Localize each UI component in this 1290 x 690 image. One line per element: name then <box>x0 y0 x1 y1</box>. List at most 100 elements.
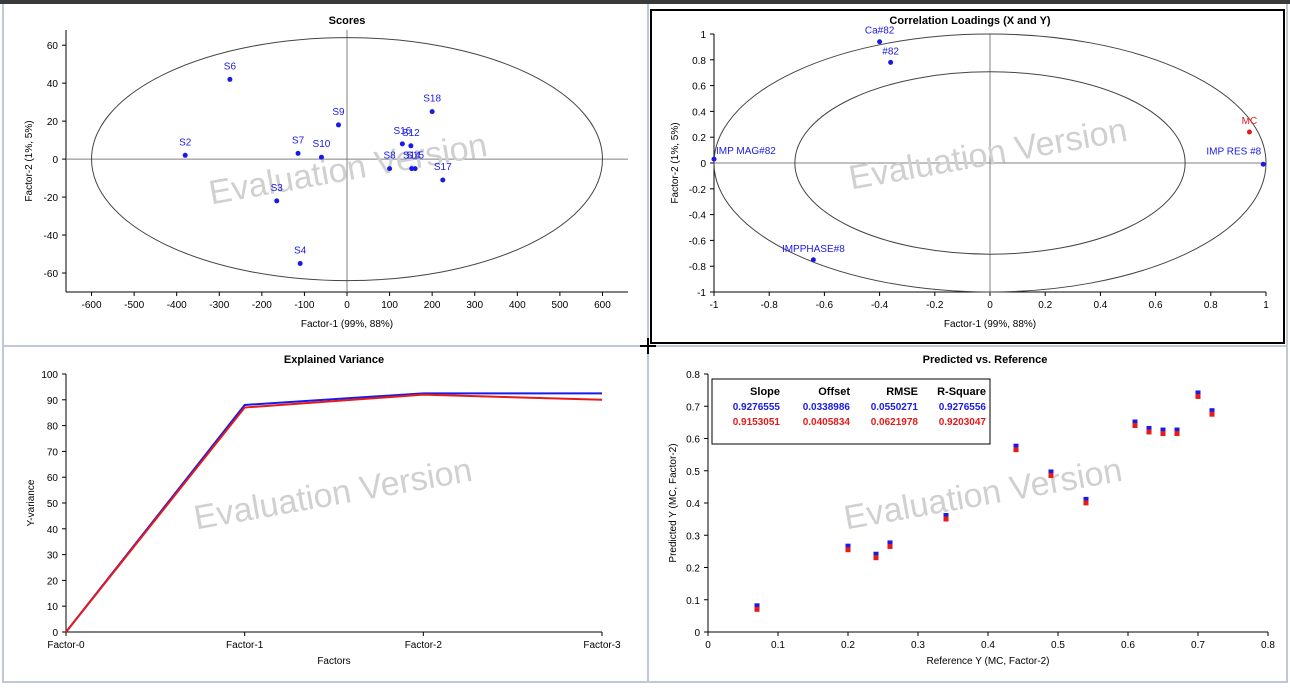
loading-point <box>888 59 894 65</box>
y-tick-label: 0.1 <box>686 596 700 607</box>
score-point-label: S14 <box>403 151 421 162</box>
y-tick-label: -0.2 <box>689 185 707 196</box>
x-tick-label: Factor-0 <box>47 640 85 651</box>
active-panel-border <box>650 9 1285 344</box>
correlation-circle <box>713 33 1267 293</box>
scores-chart: Scores-600 -500 -400 -300 -200 -100 0 100 200 300… <box>24 15 628 330</box>
predicted-point-calibration <box>1146 425 1152 431</box>
score-point <box>274 198 280 204</box>
x-axis-label: Reference Y (MC, Factor-2) <box>926 656 1049 667</box>
predicted-point-validation <box>1174 431 1180 437</box>
predicted-point-calibration <box>1048 469 1054 475</box>
x-tick-label: 400 <box>509 300 526 311</box>
score-point-label: S12 <box>402 128 420 139</box>
predicted-point-calibration <box>887 540 893 546</box>
y-tick-label: 80 <box>47 422 59 433</box>
watermark: Evaluation Version <box>846 111 1130 197</box>
predicted-point-validation <box>943 516 949 522</box>
score-point <box>335 122 341 128</box>
y-tick-label: 0 <box>52 155 58 166</box>
predicted-point-validation <box>1209 411 1215 417</box>
score-point <box>408 143 414 149</box>
watermark: Evaluation Version <box>841 451 1125 537</box>
x-tick-label: Factor-3 <box>583 640 621 651</box>
predicted-point-calibration <box>1013 443 1019 449</box>
predicted-point-calibration <box>1209 408 1215 414</box>
score-point <box>387 166 393 172</box>
x-tick-label: Factor-1 <box>226 640 264 651</box>
chart-title: Predicted vs. Reference <box>923 354 1048 366</box>
y-tick-label: 10 <box>47 602 59 613</box>
score-point-label: S17 <box>434 162 452 173</box>
stats-value: 0.9153051 <box>733 417 781 428</box>
x-tick-label: 200 <box>424 300 441 311</box>
score-point <box>182 152 188 158</box>
x-tick-label: 0.4 <box>1093 300 1107 311</box>
stats-value: 0.0405834 <box>803 417 851 428</box>
loading-point-label: #82 <box>882 46 899 57</box>
score-point-label: S18 <box>423 94 441 105</box>
y-tick-label: -20 <box>44 193 59 204</box>
y-tick-label: 50 <box>47 499 59 510</box>
stats-value: 0.9276556 <box>939 402 987 413</box>
top-bar <box>0 0 1290 4</box>
score-point <box>412 166 418 172</box>
loading-point-label: Ca#82 <box>865 26 895 37</box>
x-tick-label: 0.2 <box>841 640 855 651</box>
x-tick-label: -500 <box>124 300 144 311</box>
y-tick-label: 60 <box>47 473 59 484</box>
loading-point <box>711 156 717 162</box>
predicted-point-calibration <box>1174 427 1180 433</box>
predicted-point-validation <box>1146 429 1152 435</box>
loading-point-label: MC <box>1242 116 1258 127</box>
score-point-label: S15 <box>406 151 424 162</box>
predicted-point-validation <box>1195 393 1201 399</box>
loading-point-label: IMP MAG#82 <box>716 146 776 157</box>
score-point-label: S9 <box>332 107 345 118</box>
score-point <box>399 141 405 147</box>
y-tick-label: 0.5 <box>686 467 700 478</box>
y-tick-label: 40 <box>47 79 59 90</box>
loading-point <box>1260 161 1266 167</box>
stats-value: 0.0621978 <box>871 417 919 428</box>
y-tick-label: 0.6 <box>686 435 700 446</box>
chart-title: Explained Variance <box>284 354 384 366</box>
score-point-label: S2 <box>179 137 192 148</box>
y-tick-label: 0.2 <box>692 133 706 144</box>
y-tick-label: 0.4 <box>686 499 700 510</box>
y-axis-label: Factor-2 (1%, 5%) <box>670 122 681 203</box>
score-point-label: S16 <box>393 126 411 137</box>
y-tick-label: 70 <box>47 447 59 458</box>
x-tick-label: 0.4 <box>981 640 995 651</box>
stats-header: Slope <box>750 386 780 398</box>
score-point <box>318 154 324 160</box>
score-point <box>440 177 446 183</box>
y-tick-label: 90 <box>47 396 59 407</box>
stats-header: Offset <box>818 386 850 398</box>
score-point <box>297 261 303 267</box>
x-tick-label: -400 <box>167 300 187 311</box>
score-point <box>429 109 435 115</box>
x-axis-label: Factor-1 (99%, 88%) <box>944 319 1036 330</box>
predicted-point-validation <box>1083 500 1089 506</box>
x-tick-label: 100 <box>381 300 398 311</box>
y-tick-label: 0.7 <box>686 402 700 413</box>
predicted-point-calibration <box>1083 496 1089 502</box>
loadings-chart: Correlation Loadings (X and Y) -1 -0.8 -0.6… <box>670 15 1269 330</box>
explained-variance-chart: Explained Variance Factor-0 Factor-1 Factor… <box>26 354 621 667</box>
loading-point-label: IMPPHASE#8 <box>782 244 845 255</box>
chart-title: Scores <box>329 15 366 27</box>
x-tick-label: 0.8 <box>1261 640 1275 651</box>
predicted-point-validation <box>1160 431 1166 437</box>
predicted-point-calibration <box>1195 390 1201 396</box>
x-tick-label: 0.7 <box>1191 640 1205 651</box>
x-tick-label: 1 <box>1263 300 1269 311</box>
y-tick-label: -1 <box>697 288 706 299</box>
loading-point <box>877 39 883 45</box>
predicted-point-calibration <box>1132 419 1138 425</box>
chart-title: Correlation Loadings (X and Y) <box>889 15 1050 27</box>
predicted-point-calibration <box>943 513 949 519</box>
y-tick-label: 20 <box>47 576 59 587</box>
predicted-point-calibration <box>873 551 879 557</box>
